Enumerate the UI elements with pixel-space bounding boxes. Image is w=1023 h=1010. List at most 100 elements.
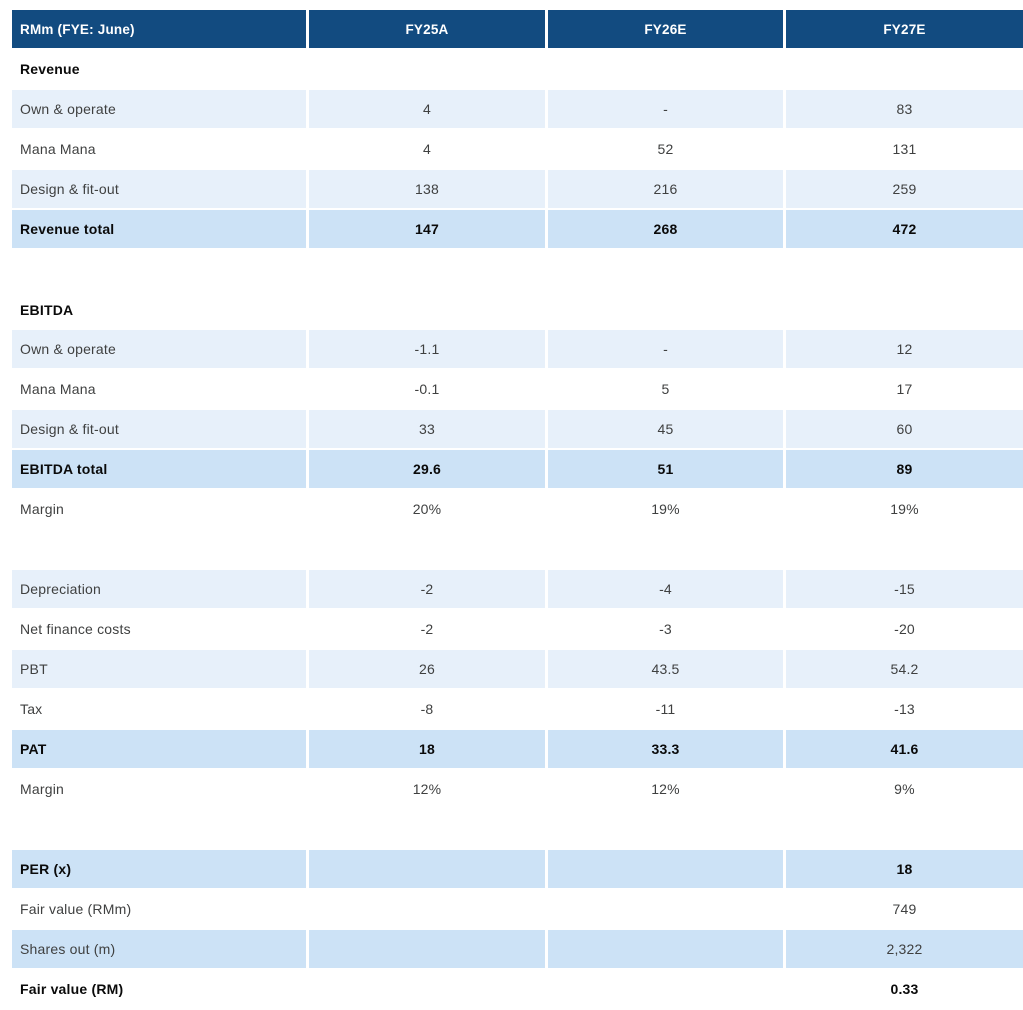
- cell-value: 268: [545, 210, 783, 248]
- section-gap: [12, 250, 1023, 290]
- cell-value: 259: [783, 170, 1023, 208]
- table-row: Tax -8 -11 -13: [12, 690, 1023, 730]
- cell-value: 29.6: [306, 450, 545, 488]
- row-label: Shares out (m): [12, 930, 306, 968]
- cell-value: [545, 970, 783, 1008]
- cell-value: [545, 890, 783, 928]
- row-label: Mana Mana: [20, 381, 96, 397]
- row-label: Mana Mana: [20, 141, 96, 157]
- cell-value: -8: [306, 690, 545, 728]
- cell-value: 12: [783, 330, 1023, 368]
- cell-value: 472: [783, 210, 1023, 248]
- row-label: Fair value (RM): [20, 981, 124, 997]
- row-label: Depreciation: [12, 570, 306, 608]
- cell-value: 60: [783, 410, 1023, 448]
- cell-value: -: [545, 330, 783, 368]
- cell-value: 33.3: [545, 730, 783, 768]
- column-header-3: FY27E: [783, 10, 1023, 48]
- cell-value: -3: [545, 610, 783, 648]
- section-title: EBITDA: [20, 302, 74, 318]
- table-row: PBT 26 43.5 54.2: [12, 650, 1023, 690]
- cell-value: 4: [306, 90, 545, 128]
- cell-value: 12%: [545, 770, 783, 808]
- cell-value: 20%: [306, 490, 545, 528]
- section-gap: [12, 810, 1023, 850]
- table-row: PER (x) 18: [12, 850, 1023, 890]
- cell-value: 52: [545, 130, 783, 168]
- table-row: Own & operate 4-83: [12, 90, 1023, 130]
- cell-value: -13: [783, 690, 1023, 728]
- row-label: Fair value (RMm): [20, 901, 132, 917]
- row-label: PAT: [12, 730, 306, 768]
- cell-value: 138: [306, 170, 545, 208]
- cell-value: 131: [783, 130, 1023, 168]
- row-label: Design & fit-out: [12, 170, 306, 208]
- table-header-row: RMm (FYE: June) FY25A FY26E FY27E: [12, 10, 1023, 48]
- row-label: Revenue total: [12, 210, 306, 248]
- cell-value: 45: [545, 410, 783, 448]
- cell-value: -4: [545, 570, 783, 608]
- row-label: PER (x): [12, 850, 306, 888]
- table-row: PAT 18 33.3 41.6: [12, 730, 1023, 770]
- table-row: Mana Mana 4 52 131: [12, 130, 1023, 170]
- table-row: Mana Mana -0.1 5 17: [12, 370, 1023, 410]
- cell-value: [545, 930, 783, 968]
- cell-value: 2,322: [783, 930, 1023, 968]
- row-label: Margin: [20, 501, 64, 517]
- cell-value: 9%: [783, 770, 1023, 808]
- cell-value: 18: [306, 730, 545, 768]
- table-row: Margin 12% 12% 9%: [12, 770, 1023, 810]
- cell-value: 41.6: [783, 730, 1023, 768]
- cell-value: -1.1: [306, 330, 545, 368]
- cell-value: 18: [783, 850, 1023, 888]
- row-label: Own & operate: [12, 330, 306, 368]
- table-row: Revenue total 147 268 472: [12, 210, 1023, 250]
- column-header-2: FY26E: [545, 10, 783, 48]
- cell-value: 51: [545, 450, 783, 488]
- table-row: Shares out (m) 2,322: [12, 930, 1023, 970]
- financials-table: RMm (FYE: June) FY25A FY26E FY27E Revenue Ow…: [12, 10, 1023, 1010]
- row-label: EBITDA total: [12, 450, 306, 488]
- table-row: Design & fit-out 33 45 60: [12, 410, 1023, 450]
- table-row: Margin 20% 19% 19%: [12, 490, 1023, 530]
- cell-value: 5: [545, 370, 783, 408]
- cell-value: -2: [306, 570, 545, 608]
- row-label: Tax: [20, 701, 43, 717]
- cell-value: [306, 850, 545, 888]
- cell-value: 89: [783, 450, 1023, 488]
- section-gap: [12, 530, 1023, 570]
- cell-value: -15: [783, 570, 1023, 608]
- cell-value: -11: [545, 690, 783, 728]
- row-label: Design & fit-out: [12, 410, 306, 448]
- row-label: Net finance costs: [20, 621, 131, 637]
- table-body: Revenue Own & operate 4-83 Mana Mana 4 52 131 D…: [12, 48, 1023, 1010]
- cell-value: 19%: [783, 490, 1023, 528]
- row-label: Own & operate: [12, 90, 306, 128]
- cell-value: -2: [306, 610, 545, 648]
- cell-value: -: [545, 90, 783, 128]
- row-label: PBT: [12, 650, 306, 688]
- table-row: Fair value (RMm) 749: [12, 890, 1023, 930]
- table-row: Depreciation -2 -4 -15: [12, 570, 1023, 610]
- section-title: Revenue: [20, 61, 80, 77]
- cell-value: [306, 930, 545, 968]
- cell-value: -0.1: [306, 370, 545, 408]
- cell-value: -20: [783, 610, 1023, 648]
- cell-value: 43.5: [545, 650, 783, 688]
- cell-value: 147: [306, 210, 545, 248]
- cell-value: 216: [545, 170, 783, 208]
- row-label: Margin: [20, 781, 64, 797]
- cell-value: 26: [306, 650, 545, 688]
- cell-value: 17: [783, 370, 1023, 408]
- table-row: Fair value (RM) 0.33: [12, 970, 1023, 1010]
- cell-value: [306, 890, 545, 928]
- cell-value: 12%: [306, 770, 545, 808]
- table-row: EBITDA total 29.6 51 89: [12, 450, 1023, 490]
- cell-value: [545, 850, 783, 888]
- cell-value: [306, 970, 545, 1008]
- cell-value: 33: [306, 410, 545, 448]
- table-row: Own & operate -1.1-12: [12, 330, 1023, 370]
- column-header-0: RMm (FYE: June): [12, 10, 306, 48]
- cell-value: 4: [306, 130, 545, 168]
